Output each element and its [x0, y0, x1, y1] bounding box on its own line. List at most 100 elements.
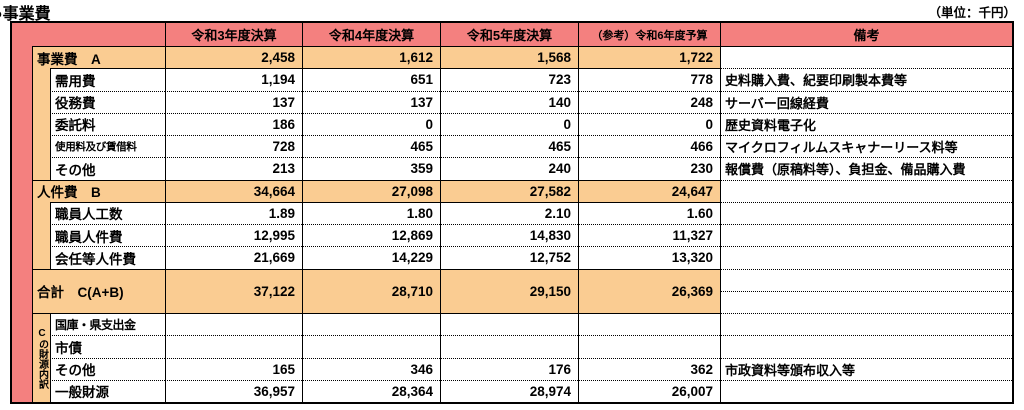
cell-value: 186 — [165, 112, 302, 135]
cell-value: 28,364 — [302, 379, 440, 402]
row-label-jinkenhi-b: 人件費 B — [32, 179, 165, 202]
cell-value: 230 — [578, 157, 720, 180]
cell-value: 12,752 — [440, 246, 578, 269]
cell-value — [165, 335, 302, 358]
cell-value — [578, 313, 720, 336]
cell-value: 465 — [440, 135, 578, 158]
cell-value: 29,150 — [440, 268, 578, 313]
cell-value: 213 — [165, 157, 302, 180]
cell-value: 14,229 — [302, 246, 440, 269]
cell-value: 1,194 — [165, 68, 302, 91]
remark-cell — [720, 179, 1012, 202]
cell-value: 34,664 — [165, 179, 302, 202]
source-group-label: Cの財源内訳 — [32, 313, 50, 402]
row-label-itakuryo: 委託料 — [50, 112, 165, 135]
budget-table: 令和3年度決算 令和4年度決算 令和5年度決算 （参考）令和6年度予算 備考 事… — [10, 21, 1014, 404]
row-label-sonota-zaigen: その他 — [50, 357, 165, 380]
cell-value: 0 — [302, 112, 440, 135]
row-label-shokuin-jinkenhi: 職員人件費 — [50, 224, 165, 247]
row-label-jigyohi-a: 事業費 A — [32, 46, 165, 69]
cell-value: 137 — [165, 90, 302, 113]
cell-value: 1.80 — [302, 201, 440, 224]
row-label-sonota-a: その他 — [50, 157, 165, 180]
cell-value: 28,710 — [302, 268, 440, 313]
cell-value: 27,098 — [302, 179, 440, 202]
cell-value: 27,582 — [440, 179, 578, 202]
cell-value: 176 — [440, 357, 578, 380]
row-label-shokuin-ninkosu: 職員人工数 — [50, 201, 165, 224]
cell-value: 248 — [578, 90, 720, 113]
remark-cell: 史料購入費、紀要印刷製本費等 — [720, 68, 1012, 91]
cell-value: 1.89 — [165, 201, 302, 224]
cell-value: 137 — [302, 90, 440, 113]
header-corner-cell — [32, 23, 165, 46]
row-label-juyohi: 需用費 — [50, 68, 165, 91]
cell-value: 651 — [302, 68, 440, 91]
remark-cell — [720, 268, 1012, 291]
remark-cell: サーバー回線経費 — [720, 90, 1012, 113]
cell-value: 2,458 — [165, 46, 302, 69]
header-col-remarks: 備考 — [720, 23, 1012, 46]
row-label-kainintou-jinkenhi: 会任等人件費 — [50, 246, 165, 269]
row-label-kokko-kenshishutsukin: 国庫・県支出金 — [50, 313, 165, 336]
remark-cell — [720, 46, 1012, 69]
remark-cell — [720, 313, 1012, 336]
cell-value: 21,669 — [165, 246, 302, 269]
cell-value — [440, 335, 578, 358]
remark-cell: マイクロフィルムスキャナーリース料等 — [720, 135, 1012, 158]
cell-value: 1,612 — [302, 46, 440, 69]
cell-value: 778 — [578, 68, 720, 91]
cell-value: 37,122 — [165, 268, 302, 313]
cell-value: 466 — [578, 135, 720, 158]
row-label-ekimuhi: 役務費 — [50, 90, 165, 113]
remark-cell — [720, 335, 1012, 358]
cell-value: 1,568 — [440, 46, 578, 69]
remark-cell — [720, 224, 1012, 247]
cell-value: 1,722 — [578, 46, 720, 69]
header-col-r5: 令和5年度決算 — [440, 23, 578, 46]
remark-cell: 歴史資料電子化 — [720, 112, 1012, 135]
page-title: ●事業費 — [0, 6, 51, 23]
cell-value: 240 — [440, 157, 578, 180]
cell-value: 2.10 — [440, 201, 578, 224]
indent-cell — [32, 201, 50, 269]
cell-value: 36,957 — [165, 379, 302, 402]
remark-cell — [720, 379, 1012, 402]
row-label-gokei: 合計 C(A+B) — [32, 268, 165, 313]
cell-value: 12,869 — [302, 224, 440, 247]
remark-cell: 報償費（原稿料等）、負担金、備品購入費 — [720, 157, 1012, 180]
cell-value: 359 — [302, 157, 440, 180]
cell-value — [165, 313, 302, 336]
cell-value: 0 — [440, 112, 578, 135]
header-col-r4: 令和4年度決算 — [302, 23, 440, 46]
cell-value — [302, 313, 440, 336]
remark-cell — [720, 201, 1012, 224]
cell-value: 24,647 — [578, 179, 720, 202]
left-accent-column — [12, 23, 32, 402]
cell-value: 28,974 — [440, 379, 578, 402]
cell-value: 12,995 — [165, 224, 302, 247]
header-col-r3: 令和3年度決算 — [165, 23, 302, 46]
remark-cell: 市政資料等頒布収入等 — [720, 357, 1012, 380]
remark-cell — [720, 246, 1012, 269]
cell-value: 11,327 — [578, 224, 720, 247]
cell-value: 346 — [302, 357, 440, 380]
cell-value — [578, 335, 720, 358]
cell-value: 362 — [578, 357, 720, 380]
cell-value: 1.60 — [578, 201, 720, 224]
indent-cell — [32, 68, 50, 180]
row-label-shiyoryo: 使用料及び賃借料 — [50, 135, 165, 158]
row-label-shisai: 市債 — [50, 335, 165, 358]
cell-value: 165 — [165, 357, 302, 380]
cell-value — [440, 313, 578, 336]
cell-value: 26,007 — [578, 379, 720, 402]
cell-value: 13,320 — [578, 246, 720, 269]
header-col-r6-budget: （参考）令和6年度予算 — [578, 23, 720, 46]
remark-cell — [720, 290, 1012, 313]
unit-note: （単位：千円） — [928, 6, 1016, 20]
cell-value: 0 — [578, 112, 720, 135]
row-label-ippan-zaigen: 一般財源 — [50, 379, 165, 402]
cell-value: 14,830 — [440, 224, 578, 247]
cell-value: 723 — [440, 68, 578, 91]
cell-value: 140 — [440, 90, 578, 113]
